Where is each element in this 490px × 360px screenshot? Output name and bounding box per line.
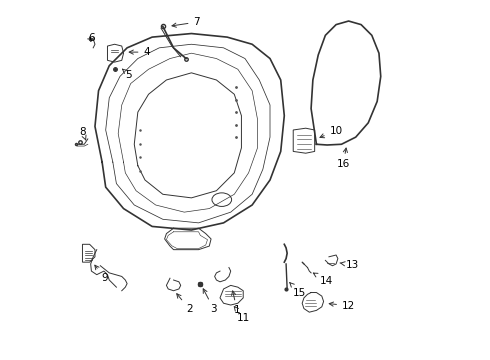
Text: 4: 4 [129,47,150,57]
Text: 8: 8 [79,127,86,140]
Text: 6: 6 [88,33,95,43]
Text: 13: 13 [340,260,359,270]
Text: 10: 10 [320,126,343,138]
Text: 3: 3 [203,289,217,314]
Text: 14: 14 [313,273,333,286]
Text: 9: 9 [95,265,108,283]
Text: 16: 16 [337,148,350,169]
Text: 1: 1 [232,291,241,315]
Text: 15: 15 [290,283,306,297]
Text: 5: 5 [122,69,132,80]
Text: 7: 7 [172,17,200,27]
Text: 11: 11 [234,307,250,323]
Text: 2: 2 [177,294,193,314]
Text: 12: 12 [329,301,355,311]
